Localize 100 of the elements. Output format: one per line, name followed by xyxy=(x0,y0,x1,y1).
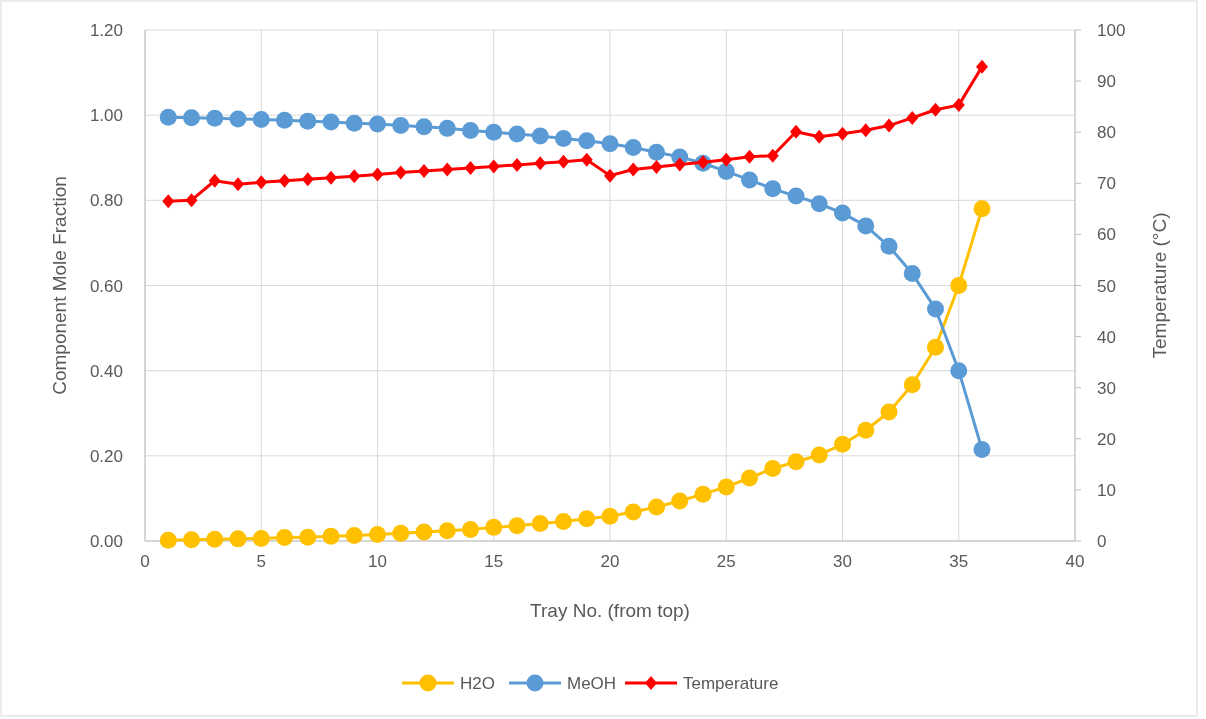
point xyxy=(441,162,454,177)
point xyxy=(883,118,895,133)
point xyxy=(348,169,361,184)
point xyxy=(369,115,386,133)
y2-tick-label: 20 xyxy=(1097,429,1116,449)
point xyxy=(673,157,686,172)
y-axis-title: Component Mole Fraction xyxy=(49,176,70,395)
point xyxy=(836,126,849,141)
x-tick-label: 10 xyxy=(368,552,387,571)
point xyxy=(183,531,200,549)
y-tick-label: 0.80 xyxy=(89,191,123,211)
point xyxy=(973,440,991,458)
point xyxy=(648,143,665,161)
point xyxy=(276,111,293,129)
point xyxy=(325,170,337,185)
y2-tick-label: 60 xyxy=(1097,225,1116,245)
point xyxy=(464,160,477,175)
point xyxy=(557,154,570,169)
point xyxy=(952,98,965,113)
y2-tick-label: 100 xyxy=(1097,21,1126,40)
point xyxy=(206,530,224,548)
y2-tick-label: 90 xyxy=(1097,72,1116,92)
x-tick-label: 15 xyxy=(484,552,504,571)
point xyxy=(857,217,875,235)
x-tick-label: 30 xyxy=(833,552,852,571)
point xyxy=(973,200,991,218)
point xyxy=(787,453,805,471)
point xyxy=(371,167,384,182)
x-axis-title: Tray No. (from top) xyxy=(530,600,690,621)
point xyxy=(929,102,942,117)
y2-tick-label: 10 xyxy=(1097,480,1116,500)
point xyxy=(159,108,177,126)
point xyxy=(903,376,921,394)
y2-tick-label: 70 xyxy=(1097,174,1116,194)
point xyxy=(415,118,433,136)
point xyxy=(531,515,549,533)
y2-tick-label: 80 xyxy=(1097,123,1116,143)
point xyxy=(232,177,244,192)
point xyxy=(578,132,596,150)
x-tick-label: 20 xyxy=(600,552,620,571)
point xyxy=(162,194,175,209)
point xyxy=(650,159,663,174)
point xyxy=(743,149,756,164)
point xyxy=(438,522,456,540)
y-tick-label: 1.20 xyxy=(89,21,123,40)
point xyxy=(511,157,523,172)
point xyxy=(229,530,247,548)
point xyxy=(624,503,642,521)
point xyxy=(345,526,363,544)
point xyxy=(322,113,340,131)
point xyxy=(810,446,828,464)
y2-axis-title: Temperature (°C) xyxy=(1149,212,1170,359)
point xyxy=(418,164,430,179)
point xyxy=(787,187,805,205)
point xyxy=(857,421,875,439)
point xyxy=(392,116,410,134)
point xyxy=(462,122,479,139)
point xyxy=(810,195,828,213)
y-tick-label: 0.20 xyxy=(89,446,123,466)
point xyxy=(485,518,503,536)
point xyxy=(903,265,921,283)
point xyxy=(694,485,712,503)
point xyxy=(255,175,268,190)
point xyxy=(252,529,270,547)
point xyxy=(159,531,177,549)
point xyxy=(206,109,224,127)
point xyxy=(487,159,500,174)
point xyxy=(369,526,386,544)
point xyxy=(301,172,314,187)
point xyxy=(438,119,456,137)
point xyxy=(252,110,270,128)
point xyxy=(394,165,407,180)
point xyxy=(229,110,247,128)
point xyxy=(927,300,944,318)
point xyxy=(741,469,758,487)
point xyxy=(813,129,826,144)
point xyxy=(859,123,872,138)
point xyxy=(950,277,968,294)
x-tick-label: 25 xyxy=(716,552,736,571)
point xyxy=(578,510,596,528)
point xyxy=(208,173,221,188)
point xyxy=(648,498,665,516)
point xyxy=(555,130,572,148)
legend-label: MeOH xyxy=(567,674,617,693)
point xyxy=(276,529,293,547)
point xyxy=(508,517,526,535)
point xyxy=(627,162,640,177)
point xyxy=(580,152,593,167)
point xyxy=(462,521,479,538)
point xyxy=(601,507,619,525)
point xyxy=(485,123,503,141)
point xyxy=(717,162,735,180)
point xyxy=(834,204,851,222)
point xyxy=(555,512,572,530)
x-tick-label: 0 xyxy=(140,552,150,571)
point xyxy=(531,127,549,145)
point xyxy=(624,139,642,157)
point xyxy=(415,523,433,541)
point xyxy=(322,527,340,545)
point xyxy=(927,338,944,356)
